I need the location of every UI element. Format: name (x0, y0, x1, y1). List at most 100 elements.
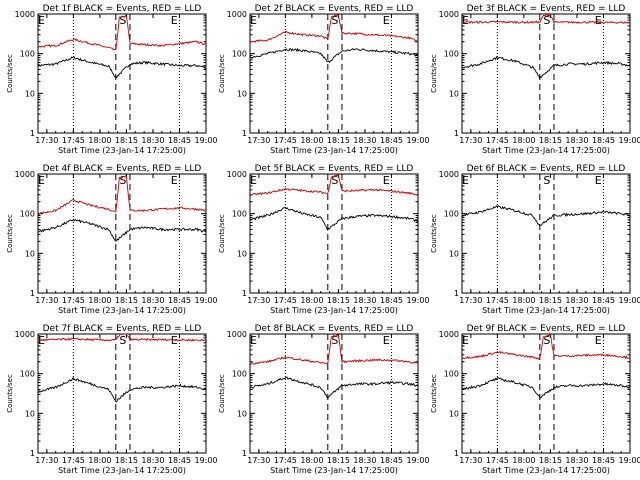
y-tick-label: 1000 (15, 330, 35, 339)
x-tick-label: 19:00 (194, 456, 217, 465)
y-tick-label: 1000 (227, 170, 247, 179)
y-tick-label: 1 (30, 289, 35, 298)
marker-label-e: E (595, 174, 602, 187)
panel-title: Det 5f BLACK = Events, RED = LLD (255, 164, 414, 174)
x-tick-label: 17:30 (459, 136, 482, 145)
marker-label-e: E (38, 14, 45, 27)
x-tick-label: 17:45 (486, 136, 509, 145)
x-tick-label: 18:45 (380, 456, 403, 465)
marker-label-s: S (331, 174, 338, 187)
y-tick-label: 1000 (227, 330, 247, 339)
x-tick-label: 18:30 (141, 136, 164, 145)
y-tick-label: 10 (25, 89, 35, 98)
x-axis-label: Start Time (23-Jan-14 17:25:00) (58, 306, 186, 315)
series-line-events (249, 206, 419, 231)
x-tick-label: 19:00 (618, 296, 640, 305)
panel-title: Det 2f BLACK = Events, RED = LLD (255, 4, 414, 14)
x-tick-label: 17:30 (35, 136, 58, 145)
x-tick-label: 18:30 (353, 296, 376, 305)
y-tick-label: 1000 (439, 10, 459, 19)
x-tick-label: 19:00 (406, 136, 429, 145)
series-line-events (461, 377, 631, 399)
x-tick-label: 18:45 (168, 296, 191, 305)
marker-label-e: E (462, 334, 469, 347)
marker-label-e: E (595, 14, 602, 27)
x-tick-label: 17:45 (274, 136, 297, 145)
y-tick-label: 1 (30, 449, 35, 458)
series-line-lld (37, 175, 207, 216)
y-axis-label: Counts/sec (218, 214, 226, 253)
marker-label-e: E (38, 174, 45, 187)
panel-7f: Det 7f BLACK = Events, RED = LLD 17:30 17:… (6, 324, 218, 475)
x-tick-label: 17:30 (247, 136, 270, 145)
x-tick-label: 18:45 (592, 296, 615, 305)
y-axis-label: Counts/sec (218, 54, 226, 93)
series-line-lld (37, 14, 207, 51)
y-tick-label: 10 (449, 409, 459, 418)
marker-label-e: E (250, 334, 257, 347)
x-tick-label: 17:30 (247, 296, 270, 305)
y-tick-label: 1 (454, 289, 459, 298)
panel-title: Det 3f BLACK = Events, RED = LLD (467, 4, 626, 14)
x-tick-label: 19:00 (406, 296, 429, 305)
panel-title: Det 1f BLACK = Events, RED = LLD (43, 4, 202, 14)
y-tick-label: 1000 (15, 10, 35, 19)
y-tick-label: 100 (20, 50, 35, 59)
marker-label-e: E (383, 334, 390, 347)
y-tick-label: 100 (20, 370, 35, 379)
marker-label-s: S (119, 174, 126, 187)
marker-label-e: E (171, 174, 178, 187)
series-line-events (37, 219, 207, 242)
panel-title: Det 4f BLACK = Events, RED = LLD (43, 164, 202, 174)
x-axis-label: Start Time (23-Jan-14 17:25:00) (270, 306, 398, 315)
x-axis-label: Start Time (23-Jan-14 17:25:00) (482, 146, 610, 155)
y-tick-label: 10 (25, 409, 35, 418)
x-tick-label: 18:30 (565, 136, 588, 145)
x-tick-label: 18:45 (592, 456, 615, 465)
series-line-lld (37, 333, 207, 342)
x-tick-label: 18:00 (300, 136, 323, 145)
plot-frame (37, 333, 207, 454)
y-tick-label: 10 (237, 409, 247, 418)
y-tick-label: 10 (237, 89, 247, 98)
x-tick-label: 17:45 (62, 136, 85, 145)
y-tick-label: 1000 (439, 170, 459, 179)
x-tick-label: 19:00 (194, 136, 217, 145)
x-tick-label: 18:45 (168, 136, 191, 145)
x-tick-label: 17:45 (62, 296, 85, 305)
y-axis-label: Counts/sec (6, 54, 14, 93)
x-axis-label: Start Time (23-Jan-14 17:25:00) (58, 466, 186, 475)
series-line-lld (249, 14, 419, 43)
x-tick-label: 18:15 (327, 296, 350, 305)
y-tick-label: 100 (444, 210, 459, 219)
marker-label-e: E (38, 334, 45, 347)
x-tick-label: 17:30 (459, 296, 482, 305)
x-axis-label: Start Time (23-Jan-14 17:25:00) (482, 306, 610, 315)
marker-label-e: E (171, 334, 178, 347)
x-tick-label: 18:45 (168, 456, 191, 465)
x-tick-label: 18:00 (300, 296, 323, 305)
marker-label-e: E (250, 174, 257, 187)
series-line-lld (249, 333, 419, 366)
x-tick-label: 17:30 (247, 456, 270, 465)
y-tick-label: 1 (242, 129, 247, 138)
y-axis-label: Counts/sec (6, 214, 14, 253)
y-tick-label: 100 (444, 370, 459, 379)
y-tick-label: 1 (454, 449, 459, 458)
series-line-events (37, 56, 207, 79)
x-tick-label: 18:15 (539, 136, 562, 145)
x-tick-label: 19:00 (194, 296, 217, 305)
x-tick-label: 18:15 (115, 456, 138, 465)
panel-title: Det 8f BLACK = Events, RED = LLD (255, 324, 414, 334)
x-tick-label: 17:45 (486, 456, 509, 465)
plot-frame (249, 333, 419, 454)
marker-label-s: S (331, 14, 338, 27)
x-tick-label: 18:30 (141, 456, 164, 465)
marker-label-e: E (250, 14, 257, 27)
x-tick-label: 18:15 (539, 296, 562, 305)
y-axis-label: Counts/sec (218, 374, 226, 413)
series-line-events (461, 55, 631, 80)
x-tick-label: 18:15 (327, 136, 350, 145)
y-tick-label: 1000 (439, 330, 459, 339)
